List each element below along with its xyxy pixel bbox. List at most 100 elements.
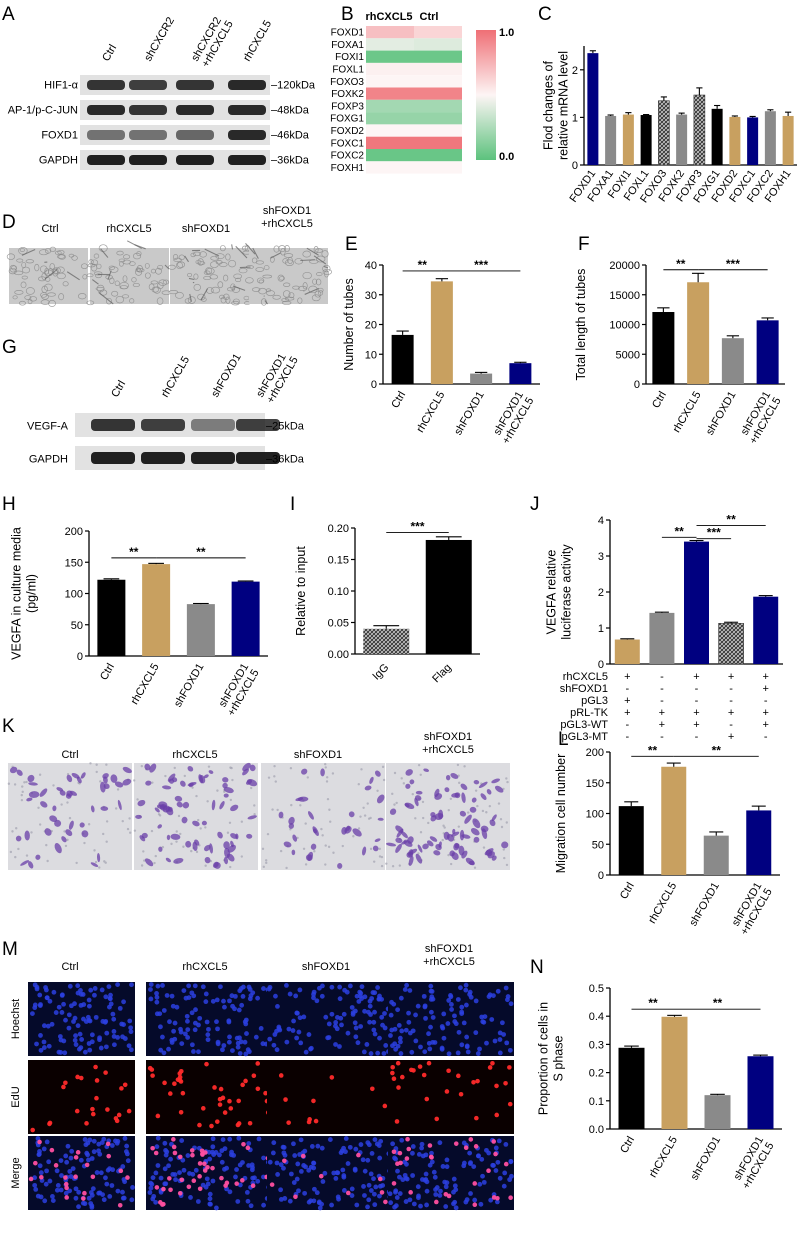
nucleus-edu xyxy=(379,1190,385,1195)
nucleus-hoechst xyxy=(187,1171,192,1176)
nucleus-hoechst xyxy=(390,1043,395,1049)
nucleus-edu xyxy=(179,1068,184,1074)
membrane-pore xyxy=(175,840,178,843)
membrane-pore xyxy=(357,783,360,786)
nucleus-hoechst xyxy=(72,1037,78,1043)
migrated-cell xyxy=(444,787,450,793)
bar xyxy=(693,94,706,166)
nucleus-hoechst xyxy=(221,998,226,1004)
nucleus-hoechst xyxy=(377,1155,383,1161)
cell-outline xyxy=(41,294,49,300)
migrated-cell xyxy=(26,797,33,802)
y-tick-label: 10000 xyxy=(609,320,640,332)
category-label: shFOXD1+rhCXCL5 xyxy=(730,1135,777,1192)
migrated-cell xyxy=(68,820,74,830)
nucleus-hoechst xyxy=(111,1042,117,1048)
nucleus-hoechst xyxy=(388,1033,393,1038)
migrated-cell xyxy=(445,774,451,781)
nucleus-hoechst xyxy=(229,1152,234,1158)
bar xyxy=(764,111,776,165)
nucleus-hoechst xyxy=(244,1031,249,1036)
membrane-pore xyxy=(45,843,48,847)
migrated-cell xyxy=(451,831,460,837)
nucleus-hoechst xyxy=(33,1186,39,1192)
nucleus-hoechst xyxy=(364,1042,370,1047)
nucleus-hoechst xyxy=(162,1140,168,1146)
cell-outline xyxy=(238,267,248,274)
membrane-pore xyxy=(421,800,425,804)
nucleus-hoechst xyxy=(389,999,394,1005)
nucleus-edu xyxy=(391,1181,397,1186)
nucleus-edu xyxy=(119,1086,124,1091)
tube-segment xyxy=(98,292,114,305)
nucleus-hoechst xyxy=(41,1146,47,1152)
condition-label: pRL-TK xyxy=(570,707,609,719)
heatmap-cell xyxy=(366,112,414,125)
nucleus-hoechst xyxy=(475,1051,481,1056)
nucleus-hoechst xyxy=(439,1045,445,1051)
condition-sign: + xyxy=(624,707,630,719)
tube-segment xyxy=(100,248,109,258)
membrane-pore xyxy=(306,776,309,779)
membrane-pore xyxy=(66,838,69,842)
membrane-pore xyxy=(94,860,98,864)
membrane-pore xyxy=(240,820,244,823)
nucleus-hoechst xyxy=(255,995,260,1001)
nucleus-hoechst xyxy=(339,1022,344,1028)
migrated-cell xyxy=(65,793,72,799)
migrated-cell xyxy=(158,801,168,808)
nucleus-hoechst xyxy=(153,1199,159,1205)
heatmap-cell xyxy=(414,136,462,149)
nucleus-hoechst xyxy=(296,1188,301,1194)
membrane-pore xyxy=(385,862,388,865)
nucleus-hoechst xyxy=(467,992,472,997)
nucleus-edu xyxy=(391,1076,397,1082)
y-tick-label: 20000 xyxy=(609,260,640,272)
nucleus-hoechst xyxy=(210,1136,216,1142)
nucleus-hoechst xyxy=(477,1181,483,1187)
nucleus-edu xyxy=(472,1181,478,1186)
heatmap-colorbar xyxy=(476,30,496,160)
category-label: IgG xyxy=(370,662,391,683)
nucleus-hoechst xyxy=(399,1028,405,1034)
nucleus-hoechst xyxy=(203,991,209,997)
nucleus-hoechst xyxy=(352,1008,358,1014)
y-tick-label: 0.5 xyxy=(589,983,604,995)
y-tick-label: 0 xyxy=(634,379,640,391)
membrane-pore xyxy=(154,854,157,858)
bar xyxy=(470,373,493,384)
nucleus-hoechst xyxy=(256,1136,262,1142)
nucleus-hoechst xyxy=(437,1140,443,1146)
nucleus-hoechst xyxy=(125,1158,131,1164)
membrane-pore xyxy=(393,803,396,806)
nucleus-edu xyxy=(471,1079,476,1085)
nucleus-hoechst xyxy=(101,1197,107,1203)
migrated-cell xyxy=(40,801,48,808)
nucleus-hoechst xyxy=(90,1186,96,1192)
nucleus-hoechst xyxy=(162,1166,168,1172)
membrane-pore xyxy=(175,830,178,833)
bar xyxy=(618,1047,645,1129)
membrane-pore xyxy=(411,792,414,796)
nucleus-hoechst xyxy=(59,992,65,998)
nucleus-edu xyxy=(408,1190,413,1195)
nucleus-hoechst xyxy=(341,1011,347,1017)
migrated-cell xyxy=(295,797,304,802)
membrane-pore xyxy=(21,790,24,794)
nucleus-hoechst xyxy=(32,1175,38,1181)
nucleus-hoechst xyxy=(261,1174,266,1180)
migrated-cell xyxy=(438,841,442,848)
migrated-cell xyxy=(230,833,238,839)
nucleus-hoechst xyxy=(65,1143,71,1149)
nucleus-hoechst xyxy=(37,1163,43,1169)
migrated-cell xyxy=(461,792,466,804)
nucleus-hoechst xyxy=(73,1033,78,1039)
bar xyxy=(782,115,794,165)
nucleus-hoechst xyxy=(404,1161,409,1167)
nucleus-hoechst xyxy=(214,1019,219,1025)
nucleus-hoechst xyxy=(274,1047,280,1053)
nucleus-hoechst xyxy=(306,1167,312,1173)
cell-outline xyxy=(25,287,35,295)
migrated-cell xyxy=(470,828,480,836)
